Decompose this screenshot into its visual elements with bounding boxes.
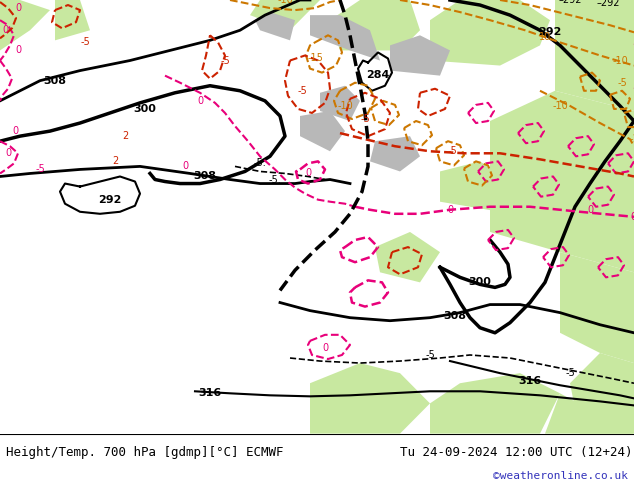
Polygon shape xyxy=(300,111,345,151)
Text: -5: -5 xyxy=(80,37,90,48)
Text: 2: 2 xyxy=(122,131,128,141)
Text: 0: 0 xyxy=(197,96,203,106)
Text: Tu 24-09-2024 12:00 UTC (12+24): Tu 24-09-2024 12:00 UTC (12+24) xyxy=(400,446,633,459)
Text: -5: -5 xyxy=(617,78,627,88)
Text: 284: 284 xyxy=(366,70,390,80)
Text: 308: 308 xyxy=(44,75,67,86)
Polygon shape xyxy=(0,0,50,50)
Polygon shape xyxy=(545,393,634,434)
Text: 316: 316 xyxy=(519,376,541,386)
Polygon shape xyxy=(560,252,634,363)
Text: 0: 0 xyxy=(630,212,634,222)
Text: 2: 2 xyxy=(112,156,118,167)
Text: 300: 300 xyxy=(469,277,491,287)
Polygon shape xyxy=(430,373,560,434)
Text: -5: -5 xyxy=(35,165,45,174)
Text: 0: 0 xyxy=(322,343,328,353)
Text: -5: -5 xyxy=(425,350,435,360)
Text: 5: 5 xyxy=(632,81,634,91)
Text: 0: 0 xyxy=(15,3,21,13)
Text: 5: 5 xyxy=(632,37,634,48)
Text: -5: -5 xyxy=(297,86,307,96)
Text: -10: -10 xyxy=(277,0,293,5)
Text: 0: 0 xyxy=(182,161,188,172)
Text: -5: -5 xyxy=(360,114,370,124)
Text: 292: 292 xyxy=(98,195,122,205)
Text: 0: 0 xyxy=(5,148,11,158)
Polygon shape xyxy=(370,136,420,171)
Polygon shape xyxy=(390,35,450,75)
Polygon shape xyxy=(310,15,380,60)
Text: –292: –292 xyxy=(559,0,582,5)
Text: 292: 292 xyxy=(538,27,562,37)
Polygon shape xyxy=(310,363,430,434)
Text: -10: -10 xyxy=(612,55,628,66)
Text: 316: 316 xyxy=(198,388,222,398)
Text: 0: 0 xyxy=(2,25,8,35)
Text: -5: -5 xyxy=(447,147,457,156)
Text: 0: 0 xyxy=(305,169,311,178)
Polygon shape xyxy=(320,86,360,121)
Text: 10: 10 xyxy=(539,32,551,42)
Polygon shape xyxy=(55,0,90,40)
Polygon shape xyxy=(375,232,440,282)
Text: -15: -15 xyxy=(307,53,323,64)
Text: 308: 308 xyxy=(444,311,467,320)
Text: Height/Temp. 700 hPa [gdmp][°C] ECMWF: Height/Temp. 700 hPa [gdmp][°C] ECMWF xyxy=(6,446,283,459)
Polygon shape xyxy=(255,12,295,40)
Polygon shape xyxy=(555,0,634,111)
Text: –292: –292 xyxy=(596,0,620,8)
Text: -5: -5 xyxy=(220,55,230,66)
Text: 300: 300 xyxy=(134,104,157,114)
Text: 0: 0 xyxy=(12,126,18,136)
Polygon shape xyxy=(430,0,550,66)
Text: -5: -5 xyxy=(565,368,575,378)
Polygon shape xyxy=(490,91,634,272)
Text: -10: -10 xyxy=(552,101,568,111)
Text: -10: -10 xyxy=(337,101,353,111)
Text: ©weatheronline.co.uk: ©weatheronline.co.uk xyxy=(493,471,628,481)
Text: 0: 0 xyxy=(447,205,453,215)
Polygon shape xyxy=(440,161,510,212)
Polygon shape xyxy=(330,0,420,50)
Text: -1: -1 xyxy=(629,134,634,144)
Text: 0: 0 xyxy=(15,46,21,55)
Text: -5.: -5. xyxy=(269,174,281,185)
Text: -5.: -5. xyxy=(254,158,266,169)
Text: 0: 0 xyxy=(587,205,593,215)
Text: 308: 308 xyxy=(193,172,216,181)
Polygon shape xyxy=(250,0,320,30)
Polygon shape xyxy=(570,353,634,434)
